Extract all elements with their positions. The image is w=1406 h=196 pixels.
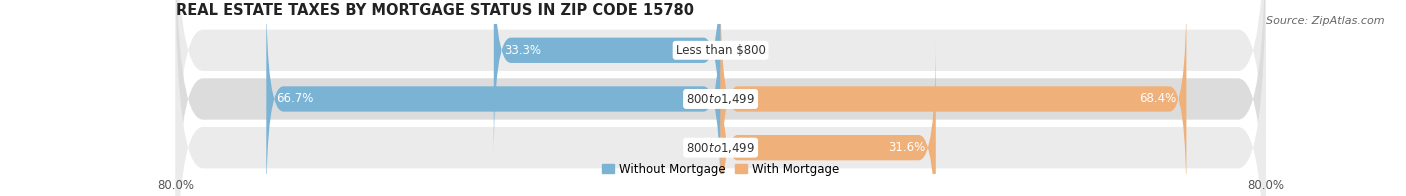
FancyBboxPatch shape: [721, 39, 936, 196]
Text: 0.0%: 0.0%: [685, 141, 714, 154]
Text: 66.7%: 66.7%: [277, 93, 314, 105]
FancyBboxPatch shape: [176, 0, 1265, 196]
Text: REAL ESTATE TAXES BY MORTGAGE STATUS IN ZIP CODE 15780: REAL ESTATE TAXES BY MORTGAGE STATUS IN …: [176, 3, 693, 18]
Text: 0.0%: 0.0%: [727, 44, 756, 57]
FancyBboxPatch shape: [494, 0, 721, 159]
FancyBboxPatch shape: [266, 0, 721, 196]
FancyBboxPatch shape: [176, 0, 1265, 196]
Text: Less than $800: Less than $800: [676, 44, 765, 57]
Legend: Without Mortgage, With Mortgage: Without Mortgage, With Mortgage: [598, 158, 844, 181]
FancyBboxPatch shape: [721, 0, 1187, 196]
Text: $800 to $1,499: $800 to $1,499: [686, 141, 755, 155]
Text: $800 to $1,499: $800 to $1,499: [686, 92, 755, 106]
Text: 33.3%: 33.3%: [503, 44, 541, 57]
Text: 31.6%: 31.6%: [889, 141, 925, 154]
Text: 68.4%: 68.4%: [1139, 93, 1177, 105]
Text: Source: ZipAtlas.com: Source: ZipAtlas.com: [1267, 16, 1385, 26]
FancyBboxPatch shape: [176, 0, 1265, 196]
